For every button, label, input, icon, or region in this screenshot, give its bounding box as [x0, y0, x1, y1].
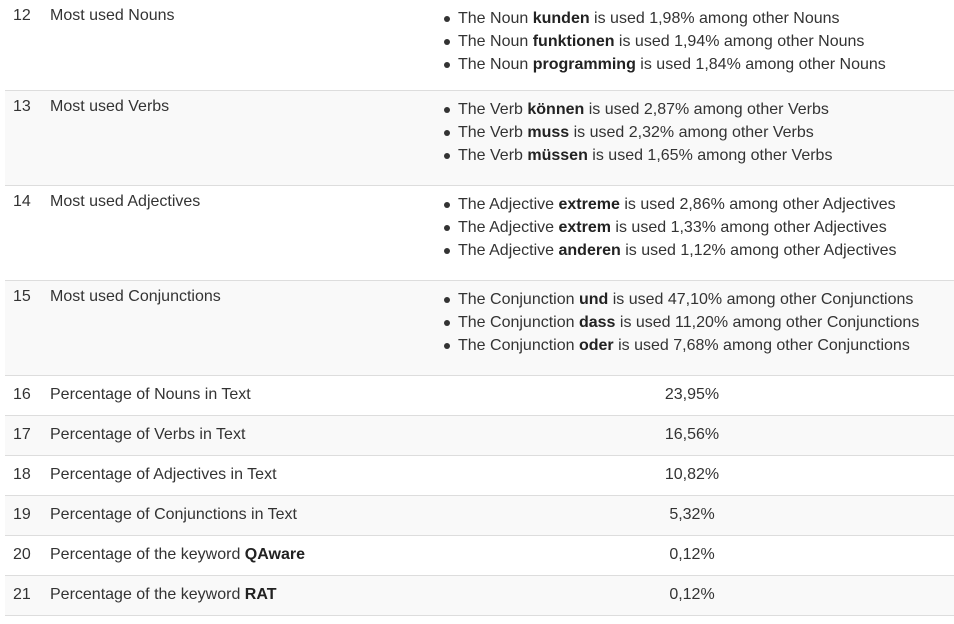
keyword: müssen: [527, 147, 588, 164]
keyword: dass: [578, 314, 616, 331]
list-item: The Noun programming is used 1,84% among…: [441, 53, 886, 76]
table-row: 15 Most used Conjunctions The Conjunctio…: [5, 281, 954, 376]
row-label: Percentage of Nouns in Text: [50, 386, 251, 403]
keyword: oder: [578, 337, 614, 354]
keyword: RAT: [244, 586, 277, 603]
stats-table: 12 Most used Nouns The Noun kunden is us…: [5, 0, 954, 616]
list-item: The Adjective anderen is used 1,12% amon…: [441, 239, 896, 262]
list-item: The Noun funktionen is used 1,94% among …: [441, 30, 886, 53]
row-number: 15: [13, 288, 31, 305]
row-label: Most used Conjunctions: [50, 288, 221, 305]
list-item: The Noun kunden is used 1,98% among othe…: [441, 7, 886, 30]
list-item: The Conjunction oder is used 7,68% among…: [441, 334, 919, 357]
row-value: 0,12%: [669, 586, 715, 603]
keyword: extreme: [558, 196, 620, 213]
row-number: 14: [13, 193, 31, 210]
table-row: 20 Percentage of the keyword QAware 0,12…: [5, 536, 954, 576]
list-item: The Verb können is used 2,87% among othe…: [441, 98, 832, 121]
keyword: muss: [527, 124, 570, 141]
table-row: 13 Most used Verbs The Verb können is us…: [5, 91, 954, 186]
row-number: 19: [13, 506, 31, 523]
keyword: können: [527, 101, 585, 118]
row-number: 12: [13, 7, 31, 24]
row-label: Percentage of the keyword QAware: [50, 546, 305, 563]
keyword: und: [578, 291, 609, 308]
table-row: 16 Percentage of Nouns in Text 23,95%: [5, 376, 954, 416]
keyword: QAware: [244, 546, 305, 563]
row-value: 5,32%: [669, 506, 715, 523]
row-label: Percentage of Conjunctions in Text: [50, 506, 297, 523]
row-number: 20: [13, 546, 31, 563]
keyword: funktionen: [532, 33, 615, 50]
row-label: Percentage of Adjectives in Text: [50, 466, 277, 483]
list-item: The Verb muss is used 2,32% among other …: [441, 121, 832, 144]
row-number: 16: [13, 386, 31, 403]
row-label: Percentage of Verbs in Text: [50, 426, 246, 443]
list-item: The Adjective extreme is used 2,86% amon…: [441, 193, 896, 216]
row-value: 16,56%: [664, 426, 720, 443]
row-value: 23,95%: [664, 386, 720, 403]
word-list: The Conjunction und is used 47,10% among…: [441, 288, 919, 357]
row-value: 0,12%: [669, 546, 715, 563]
keyword: extrem: [558, 219, 611, 236]
word-list: The Adjective extreme is used 2,86% amon…: [441, 193, 896, 262]
row-label: Most used Nouns: [50, 7, 175, 24]
keyword: anderen: [558, 242, 621, 259]
row-number: 13: [13, 98, 31, 115]
row-value: 10,82%: [664, 466, 720, 483]
row-number: 18: [13, 466, 31, 483]
list-item: The Adjective extrem is used 1,33% among…: [441, 216, 896, 239]
word-list: The Verb können is used 2,87% among othe…: [441, 98, 832, 167]
table-row: 17 Percentage of Verbs in Text 16,56%: [5, 416, 954, 456]
list-item: The Conjunction und is used 47,10% among…: [441, 288, 919, 311]
table-row: 21 Percentage of the keyword RAT 0,12%: [5, 576, 954, 616]
row-number: 21: [13, 586, 31, 603]
row-label: Percentage of the keyword RAT: [50, 586, 277, 603]
list-item: The Conjunction dass is used 11,20% amon…: [441, 311, 919, 334]
keyword: kunden: [532, 10, 590, 27]
keyword: programming: [532, 56, 636, 73]
table-row: 19 Percentage of Conjunctions in Text 5,…: [5, 496, 954, 536]
table-row: 18 Percentage of Adjectives in Text 10,8…: [5, 456, 954, 496]
row-label: Most used Adjectives: [50, 193, 201, 210]
list-item: The Verb müssen is used 1,65% among othe…: [441, 144, 832, 167]
table-row: 12 Most used Nouns The Noun kunden is us…: [5, 0, 954, 91]
word-list: The Noun kunden is used 1,98% among othe…: [441, 7, 886, 76]
row-number: 17: [13, 426, 31, 443]
table-row: 14 Most used Adjectives The Adjective ex…: [5, 186, 954, 281]
row-label: Most used Verbs: [50, 98, 170, 115]
